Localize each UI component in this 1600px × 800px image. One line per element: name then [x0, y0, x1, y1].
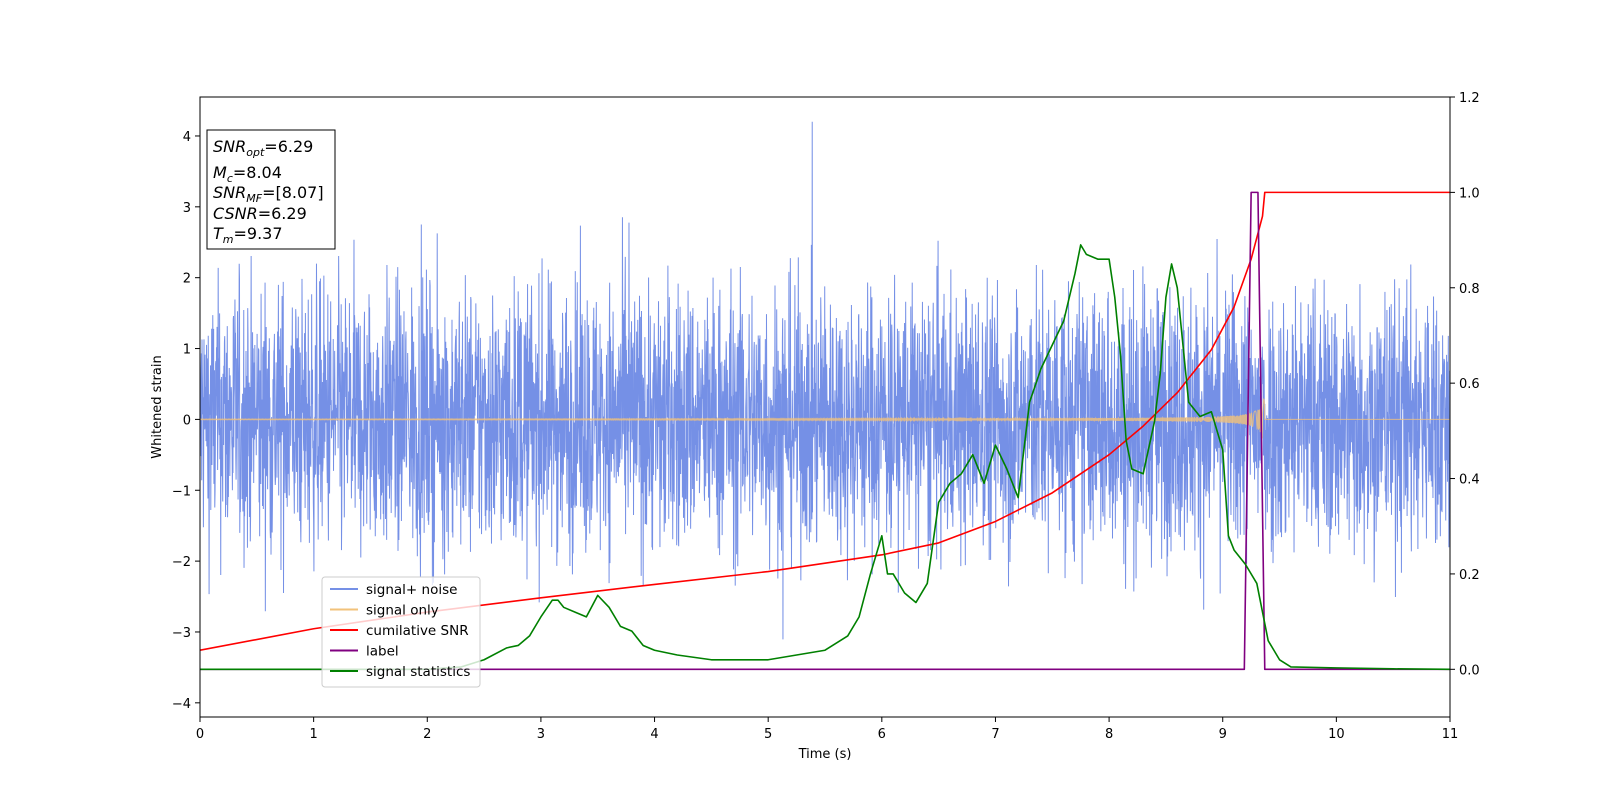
y-left-tick-label: 4 [183, 130, 191, 145]
x-tick-label: 4 [650, 727, 658, 742]
x-tick-label: 3 [537, 727, 545, 742]
series-signal-noise [200, 121, 1450, 640]
legend-label: signal+ noise [366, 582, 457, 598]
info-snr-mf: SNRMF=[8.07] [213, 183, 324, 205]
y-left-tick-label: 0 [183, 413, 191, 428]
y-right-tick-label: 0.4 [1459, 473, 1480, 488]
legend: signal+ noise signal only cumilative SNR la… [321, 576, 481, 688]
x-axis-title: Time (s) [798, 747, 852, 762]
x-tick-label: 0 [196, 727, 204, 742]
info-box: SNRopt=6.29 Mc=8.04 SNRMF=[8.07] CSNR=6.… [206, 129, 336, 250]
legend-frame [321, 576, 481, 688]
series-signal-only [200, 397, 1450, 439]
legend-label: signal only [366, 603, 439, 619]
series-cumulative-snr [200, 191, 1450, 652]
info-mc: Mc=8.04 [213, 163, 282, 185]
y-axis-title: Whitened strain [150, 355, 165, 458]
plot-frame [199, 96, 1451, 718]
y-axis-right: 0.0 0.2 0.4 0.6 0.8 1.0 1.2 [1450, 91, 1480, 678]
x-tick-label: 11 [1442, 727, 1459, 742]
x-axis: 0 1 2 3 4 5 6 7 8 9 10 11 [196, 717, 1458, 742]
y-left-tick-label: 1 [183, 343, 191, 358]
y-left-tick-label: −4 [172, 697, 191, 712]
y-right-tick-label: 0.0 [1459, 663, 1480, 678]
legend-label: cumilative SNR [366, 623, 469, 639]
info-snr-opt: SNRopt=6.29 [213, 137, 313, 159]
x-tick-label: 9 [1219, 727, 1227, 742]
x-tick-label: 2 [423, 727, 431, 742]
series-label [200, 191, 1450, 671]
series-signal-statistics [200, 244, 1450, 671]
x-tick-label: 8 [1105, 727, 1113, 742]
info-box-frame [206, 129, 336, 250]
info-csnr: CSNR=6.29 [213, 204, 307, 223]
x-tick-label: 6 [878, 727, 886, 742]
y-left-tick-label: 2 [183, 272, 191, 287]
y-left-tick-label: −2 [172, 555, 191, 570]
x-tick-label: 1 [309, 727, 317, 742]
legend-label: signal statistics [366, 664, 470, 680]
info-tm: Tm=9.37 [213, 224, 283, 246]
x-tick-label: 7 [991, 727, 999, 742]
legend-label: label [366, 644, 399, 660]
y-right-tick-label: 1.0 [1459, 186, 1480, 201]
y-right-tick-label: 0.8 [1459, 282, 1480, 297]
y-right-tick-label: 1.2 [1459, 91, 1480, 106]
y-right-tick-label: 0.2 [1459, 568, 1480, 583]
plot-area [200, 121, 1450, 671]
x-tick-label: 10 [1328, 727, 1345, 742]
y-left-tick-label: −1 [172, 484, 191, 499]
y-left-tick-label: −3 [172, 626, 191, 641]
x-tick-label: 5 [764, 727, 772, 742]
y-axis-left: −4 −3 −2 −1 0 1 2 3 4 [172, 130, 200, 712]
y-right-tick-label: 0.6 [1459, 377, 1480, 392]
y-left-tick-label: 3 [183, 201, 191, 216]
